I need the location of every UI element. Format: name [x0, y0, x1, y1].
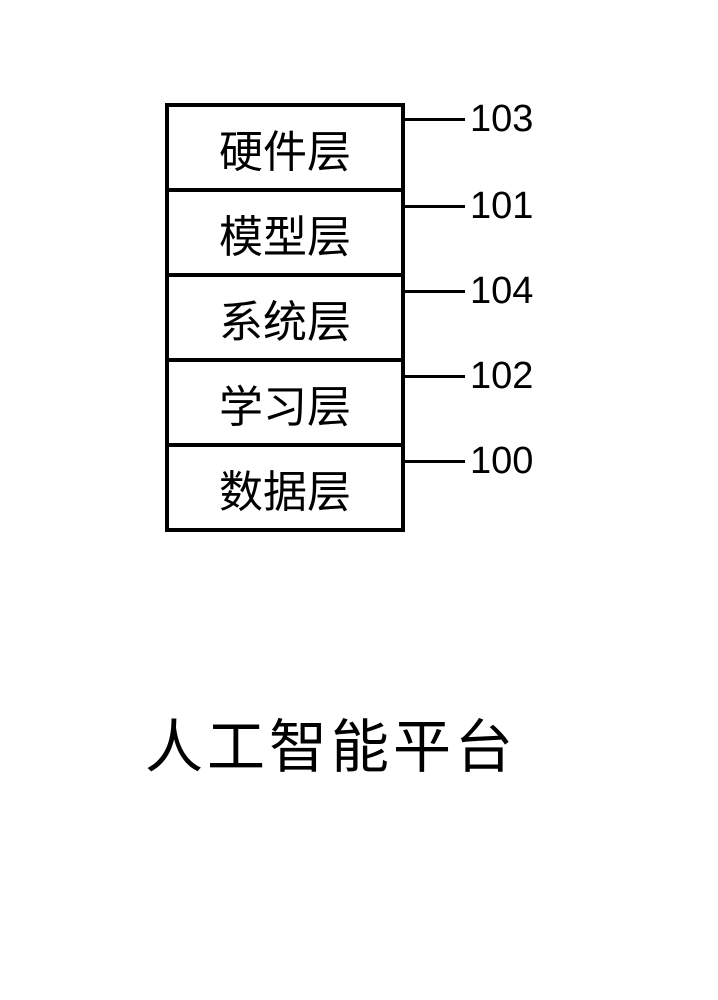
layer-label: 学习层	[219, 371, 351, 435]
connector-103: 103	[405, 98, 533, 141]
layer-data: 数据层	[165, 443, 405, 532]
connector-104: 104	[405, 270, 533, 313]
connector-line-icon	[405, 205, 465, 208]
layer-learning: 学习层	[165, 358, 405, 447]
layer-system: 系统层	[165, 273, 405, 362]
ref-label: 104	[470, 270, 533, 313]
ref-label: 102	[470, 355, 533, 398]
layer-label: 数据层	[219, 456, 351, 520]
connector-line-icon	[405, 460, 465, 463]
connector-line-icon	[405, 290, 465, 293]
connector-100: 100	[405, 440, 533, 483]
connector-101: 101	[405, 185, 533, 228]
connector-line-icon	[405, 375, 465, 378]
layer-label: 系统层	[219, 286, 351, 350]
connector-line-icon	[405, 118, 465, 121]
ref-label: 101	[470, 185, 533, 228]
layer-model: 模型层	[165, 188, 405, 277]
layer-label: 模型层	[219, 201, 351, 265]
layer-label: 硬件层	[219, 116, 351, 180]
layer-stack: 硬件层 模型层 系统层 学习层 数据层	[165, 103, 405, 532]
connector-102: 102	[405, 355, 533, 398]
diagram-title: 人工智能平台	[145, 700, 517, 784]
ref-label: 103	[470, 98, 533, 141]
ref-label: 100	[470, 440, 533, 483]
layer-hardware: 硬件层	[165, 103, 405, 192]
